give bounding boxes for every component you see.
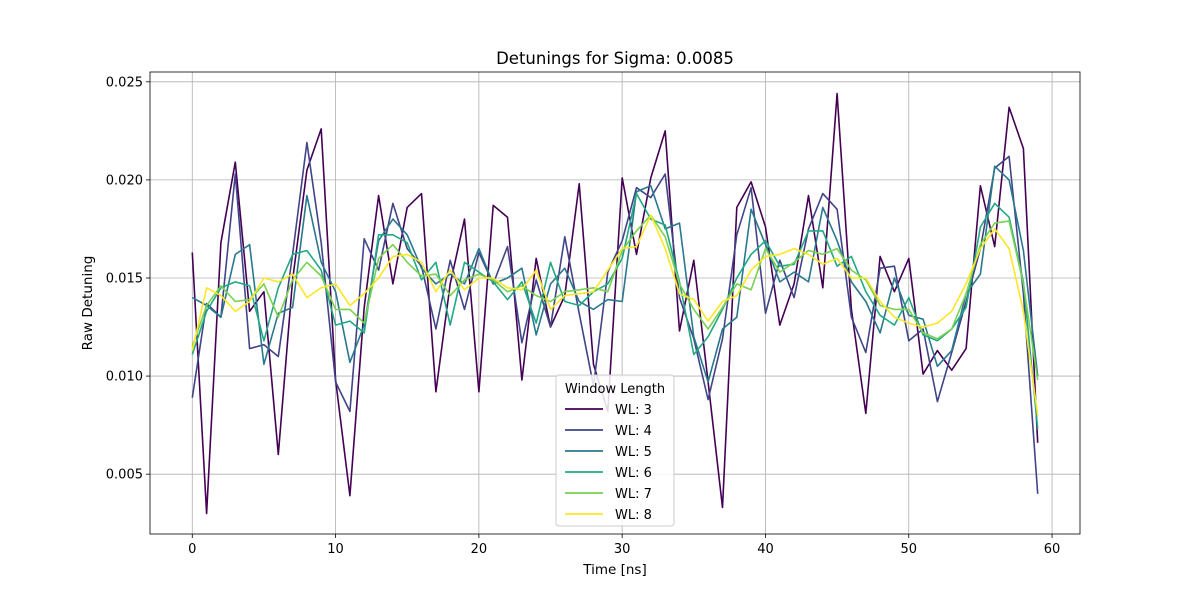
legend-label: WL: 4 — [615, 424, 652, 439]
series-line — [191, 141, 1039, 494]
x-tick-label: 50 — [900, 542, 917, 557]
legend-label: WL: 7 — [615, 487, 652, 502]
y-tick-label: 0.015 — [106, 271, 143, 286]
legend-label: WL: 5 — [615, 445, 652, 460]
y-axis-label: Raw Detuning — [80, 256, 96, 351]
legend: Window Length WL: 3WL: 4WL: 5WL: 6WL: 7W… — [555, 374, 675, 527]
series-line — [191, 214, 1039, 416]
x-axis: 0 10 20 30 40 50 60 — [188, 534, 1060, 557]
series-lines — [191, 92, 1039, 515]
y-tick-label: 0.020 — [106, 173, 143, 188]
y-tick-label: 0.025 — [106, 75, 143, 90]
series-line — [191, 165, 1039, 383]
legend-label: WL: 8 — [615, 508, 652, 523]
x-tick-label: 40 — [757, 542, 774, 557]
legend-title: Window Length — [565, 382, 665, 397]
x-tick-label: 20 — [471, 542, 488, 557]
legend-items: WL: 3 WL: 4 WL: 5 WL: 6 WL: 7 WL: 8 — [565, 403, 652, 523]
x-tick-label: 60 — [1044, 542, 1061, 557]
x-axis-label: Time [ns] — [582, 562, 646, 578]
y-tick-label: 0.005 — [106, 468, 143, 483]
y-tick-label: 0.010 — [106, 370, 143, 385]
series-line — [191, 214, 1039, 381]
plot-frame — [149, 71, 1081, 535]
x-tick-label: 30 — [614, 542, 631, 557]
legend-label: WL: 6 — [615, 466, 652, 481]
y-axis: 0.005 0.010 0.015 0.020 0.025 — [106, 75, 150, 483]
chart-title: Detunings for Sigma: 0.0085 — [496, 49, 734, 68]
legend-box — [555, 374, 675, 527]
x-tick-label: 10 — [327, 542, 344, 557]
legend-label: WL: 3 — [615, 403, 652, 418]
x-tick-label: 0 — [188, 542, 196, 557]
